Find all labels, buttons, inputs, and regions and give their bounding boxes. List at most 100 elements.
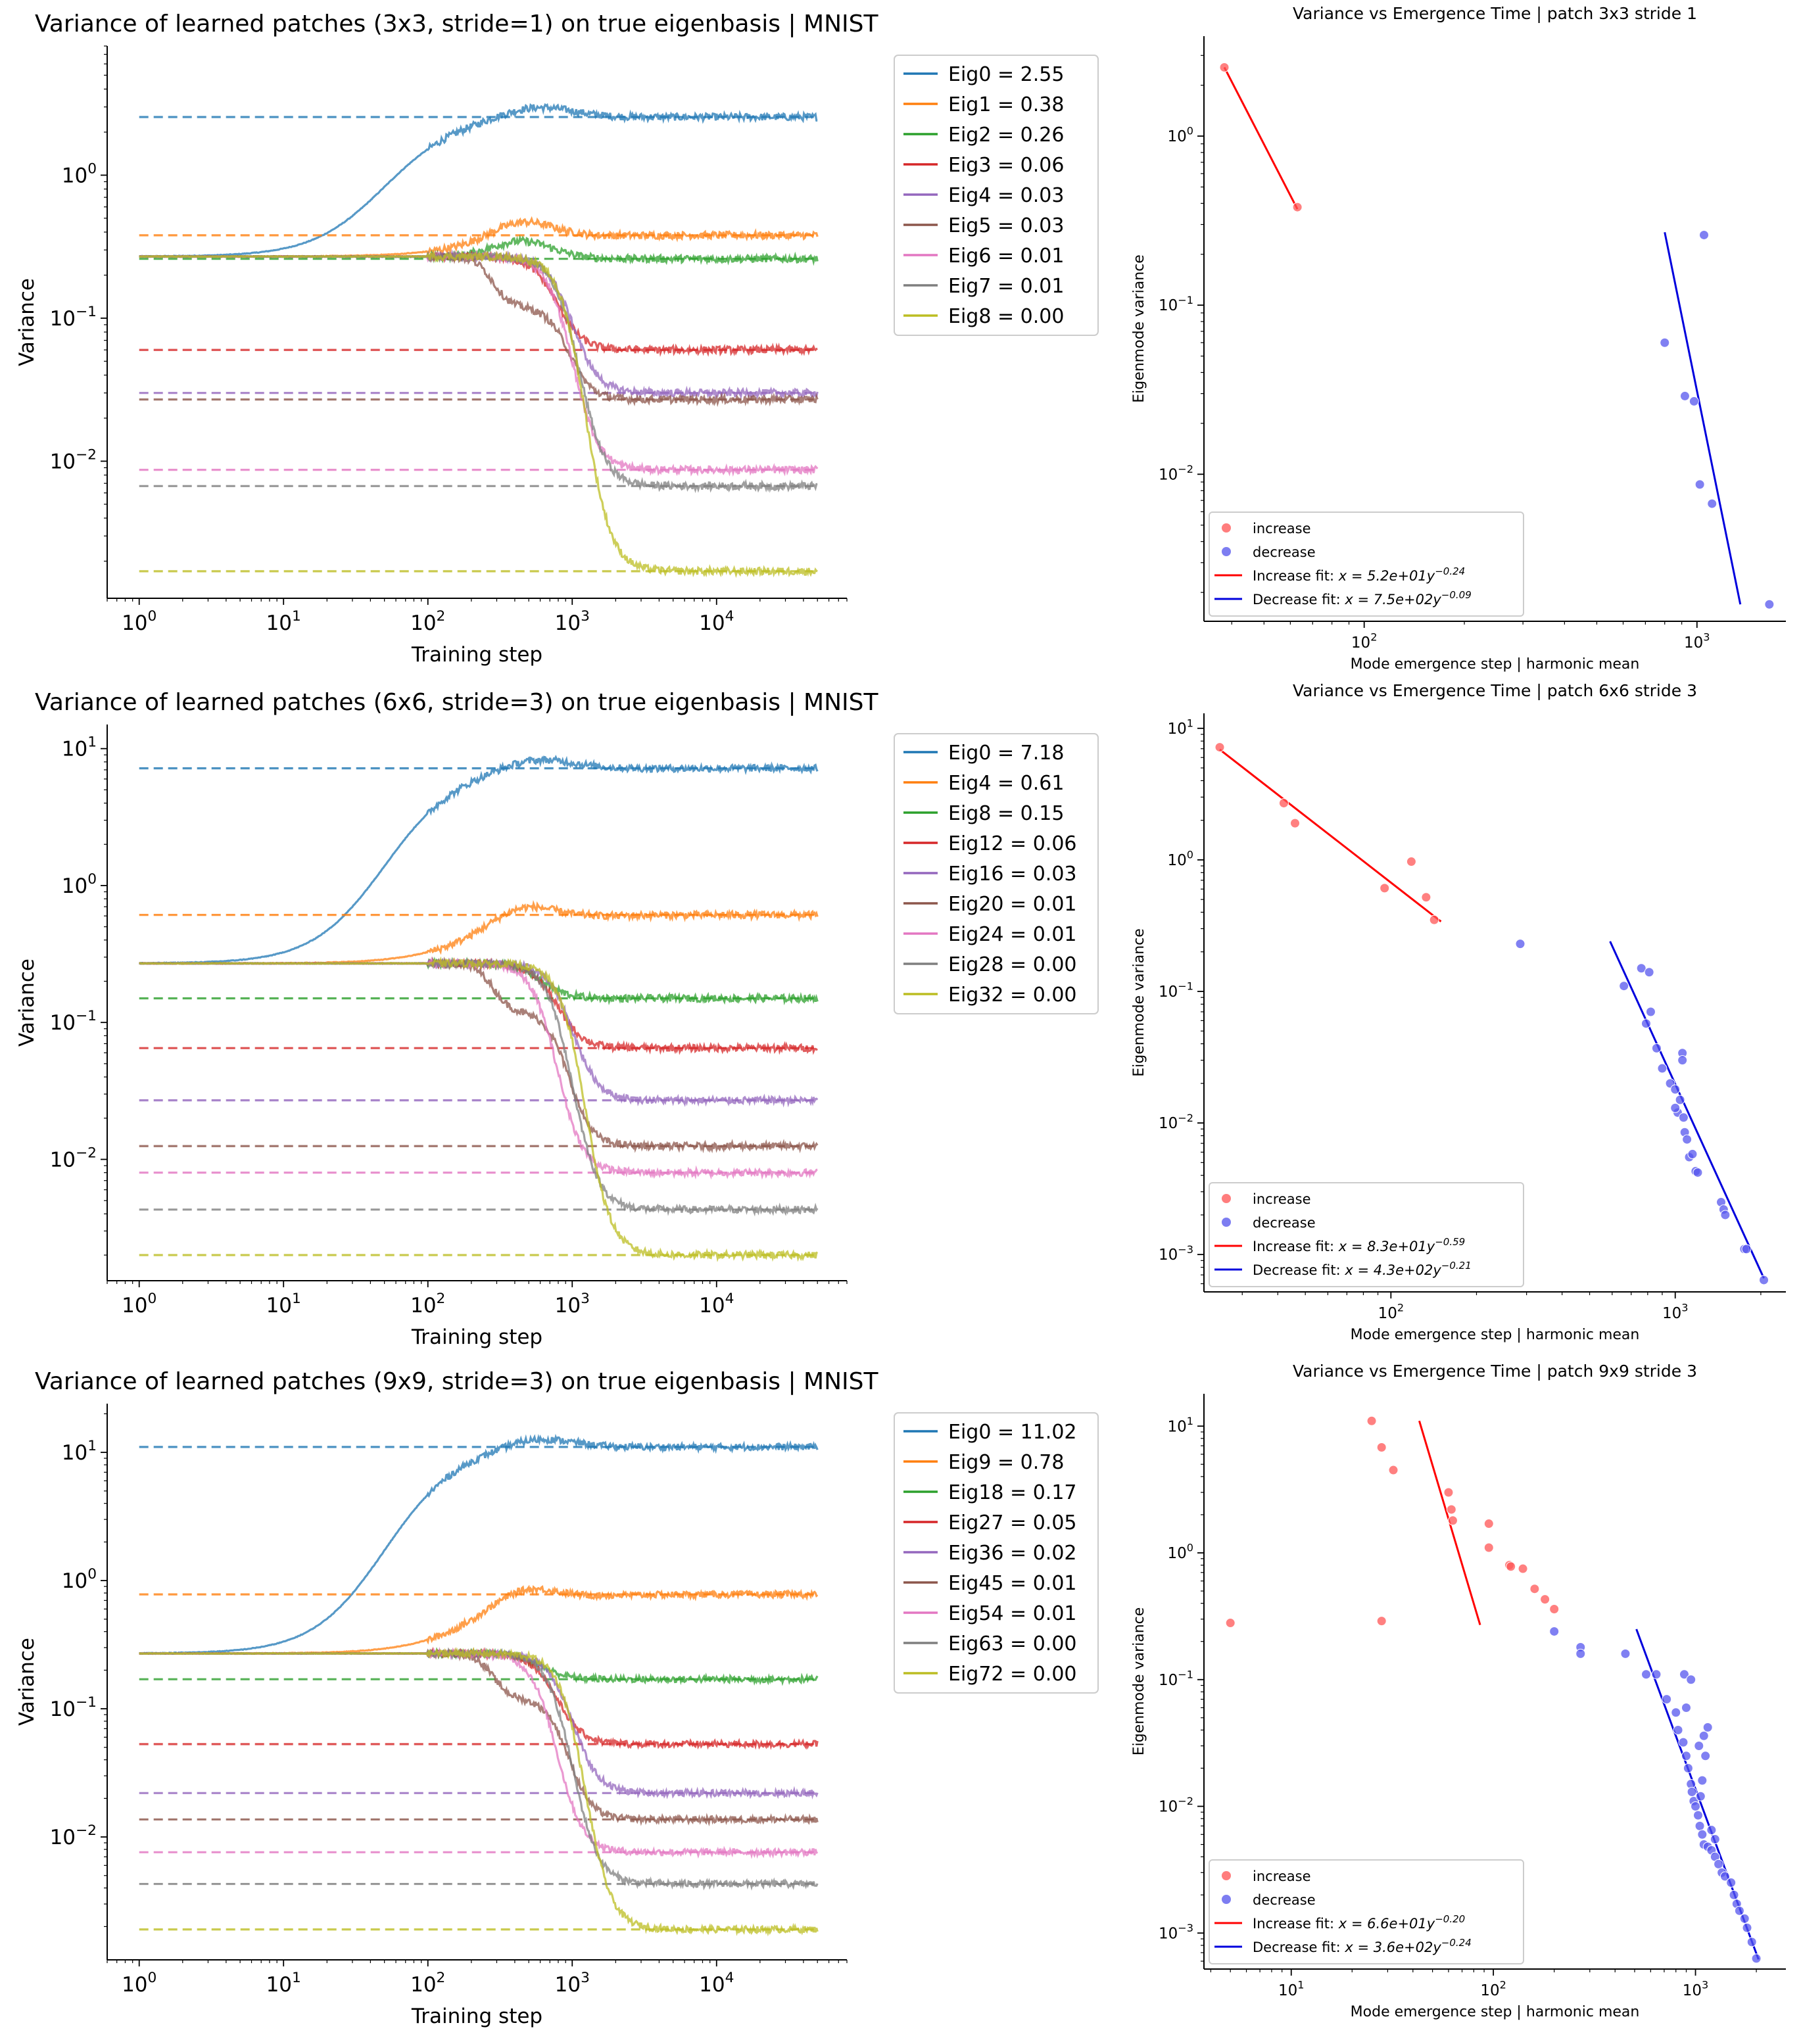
decrease-point-0 xyxy=(1549,1626,1560,1636)
legend-label-0: Eig0 = 2.55 xyxy=(948,63,1064,86)
decrease-point-18 xyxy=(1693,1167,1703,1177)
x-tick-label: 100 xyxy=(122,1291,156,1318)
x-tick-label: 103 xyxy=(555,1291,590,1318)
decrease-point-0 xyxy=(1699,229,1710,240)
decrease-point-11 xyxy=(1673,1724,1683,1735)
increase-point-3 xyxy=(1388,1465,1399,1475)
legend-label-8: Eig72 = 0.00 xyxy=(948,1663,1077,1686)
increase-point-0 xyxy=(1214,742,1225,753)
y-tick-label: 100 xyxy=(1167,849,1193,869)
y-tick-label: 10−1 xyxy=(50,304,97,331)
decrease-point-20 xyxy=(1694,1820,1705,1831)
x-tick-label: 103 xyxy=(1662,1302,1689,1322)
legend-label-3: Eig12 = 0.06 xyxy=(948,832,1077,855)
decrease-point-5 xyxy=(1651,1669,1662,1680)
legend-label-1: Eig4 = 0.61 xyxy=(948,772,1064,795)
decrease-point-1 xyxy=(1619,981,1629,991)
legend-label-2: Eig18 = 0.17 xyxy=(948,1481,1077,1504)
x-tick-label: 103 xyxy=(555,1970,590,1997)
y-tick-label: 10−1 xyxy=(50,1694,97,1721)
increase-point-6 xyxy=(1446,1504,1456,1515)
decrease-point-2 xyxy=(1679,391,1690,401)
legend-box xyxy=(894,733,1099,1014)
series-line-6 xyxy=(139,249,819,477)
series-line-0 xyxy=(139,103,818,258)
increase-point-1 xyxy=(1278,798,1289,809)
legend-box xyxy=(894,55,1099,336)
decrease-point-16 xyxy=(1687,1787,1697,1797)
increase-point-12 xyxy=(1518,1563,1528,1574)
x-tick-label: 101 xyxy=(266,1970,301,1997)
increase-point-13 xyxy=(1529,1584,1540,1594)
legend-box xyxy=(894,1412,1099,1694)
y-tick-label: 100 xyxy=(62,1566,97,1593)
legend-label-7: Eig7 = 0.01 xyxy=(948,275,1064,298)
decrease-point-24 xyxy=(1759,1275,1769,1285)
series-line-7 xyxy=(139,250,818,494)
increase-point-0 xyxy=(1219,62,1230,72)
y-tick-label: 101 xyxy=(62,1438,97,1465)
decrease-point-7 xyxy=(1679,1669,1689,1680)
legend-label-1: Eig1 = 0.38 xyxy=(948,93,1064,116)
decrease-point-5 xyxy=(1707,498,1717,509)
decrease-point-4 xyxy=(1641,1018,1651,1029)
decrease-point-4 xyxy=(1641,1669,1651,1680)
x-axis-label: Mode emergence step | harmonic mean xyxy=(1351,656,1640,673)
increase-point-4 xyxy=(1376,1616,1387,1627)
decrease-point-42 xyxy=(1695,1791,1706,1801)
legend-label-5: Eig20 = 0.01 xyxy=(948,893,1077,916)
decrease-point-28 xyxy=(1719,1871,1730,1882)
legend-label-3: Decrease fit: x = 3.6e+02y−0.24 xyxy=(1253,1937,1472,1955)
series-line-1 xyxy=(139,899,819,965)
x-tick-label: 101 xyxy=(266,608,301,635)
legend-label-0: increase xyxy=(1253,521,1311,536)
increase-point-6 xyxy=(1429,915,1439,925)
x-axis-label: Mode emergence step | harmonic mean xyxy=(1351,2004,1640,2020)
x-tick-label: 102 xyxy=(1351,631,1378,652)
legend-label-0: Eig0 = 7.18 xyxy=(948,742,1064,765)
legend-marker-1 xyxy=(1222,1895,1231,1904)
x-tick-label: 103 xyxy=(1684,631,1710,652)
x-tick-label: 100 xyxy=(122,608,156,635)
decrease-point-3 xyxy=(1689,396,1699,406)
x-tick-label: 102 xyxy=(1480,1979,1506,1999)
chart-title: Variance vs Emergence Time | patch 9x9 s… xyxy=(1293,1362,1697,1381)
y-tick-label: 10−1 xyxy=(1159,980,1193,1001)
chart-title: Variance vs Emergence Time | patch 6x6 s… xyxy=(1293,681,1697,700)
decrease-point-16 xyxy=(1687,1149,1698,1159)
increase-point-4 xyxy=(1406,857,1416,867)
decrease-point-32 xyxy=(1734,1905,1744,1916)
x-tick-label: 104 xyxy=(699,608,734,635)
series-line-5 xyxy=(139,1648,819,1827)
series-line-8 xyxy=(139,249,818,579)
decrease-point-26 xyxy=(1714,1859,1724,1869)
decrease-point-2 xyxy=(1636,963,1646,974)
decrease-point-33 xyxy=(1739,1913,1750,1924)
decrease-point-39 xyxy=(1702,1722,1713,1732)
increase-point-5 xyxy=(1443,1487,1454,1498)
y-axis-label: Eigenmode variance xyxy=(1131,928,1147,1077)
legend-label-4: Eig4 = 0.03 xyxy=(948,184,1064,207)
y-axis-label: Variance xyxy=(15,1638,39,1726)
series-line-3 xyxy=(139,1646,819,1750)
series-line-8 xyxy=(139,1646,819,1937)
decrease-point-36 xyxy=(1751,1953,1762,1964)
y-tick-label: 10−2 xyxy=(50,446,97,473)
legend-label-3: Decrease fit: x = 7.5e+02y−0.09 xyxy=(1253,589,1472,607)
increase-fit-line xyxy=(1219,748,1442,922)
legend-box xyxy=(1209,1182,1524,1287)
decrease-point-3 xyxy=(1620,1648,1631,1659)
increase-point-1 xyxy=(1292,202,1303,212)
series-line-4 xyxy=(139,249,819,400)
decrease-point-3 xyxy=(1644,967,1654,978)
legend-label-4: Eig36 = 0.02 xyxy=(948,1542,1077,1565)
decrease-point-7 xyxy=(1657,1063,1668,1074)
legend-label-3: Decrease fit: x = 4.3e+02y−0.21 xyxy=(1253,1260,1472,1278)
legend-label-1: decrease xyxy=(1253,544,1316,560)
increase-fit-line xyxy=(1223,66,1299,210)
legend-label-2: Increase fit: x = 8.3e+01y−0.59 xyxy=(1253,1236,1465,1254)
y-tick-label: 10−1 xyxy=(1159,1668,1193,1688)
x-axis-label: Training step xyxy=(411,2005,542,2028)
series-line-0 xyxy=(139,755,819,965)
